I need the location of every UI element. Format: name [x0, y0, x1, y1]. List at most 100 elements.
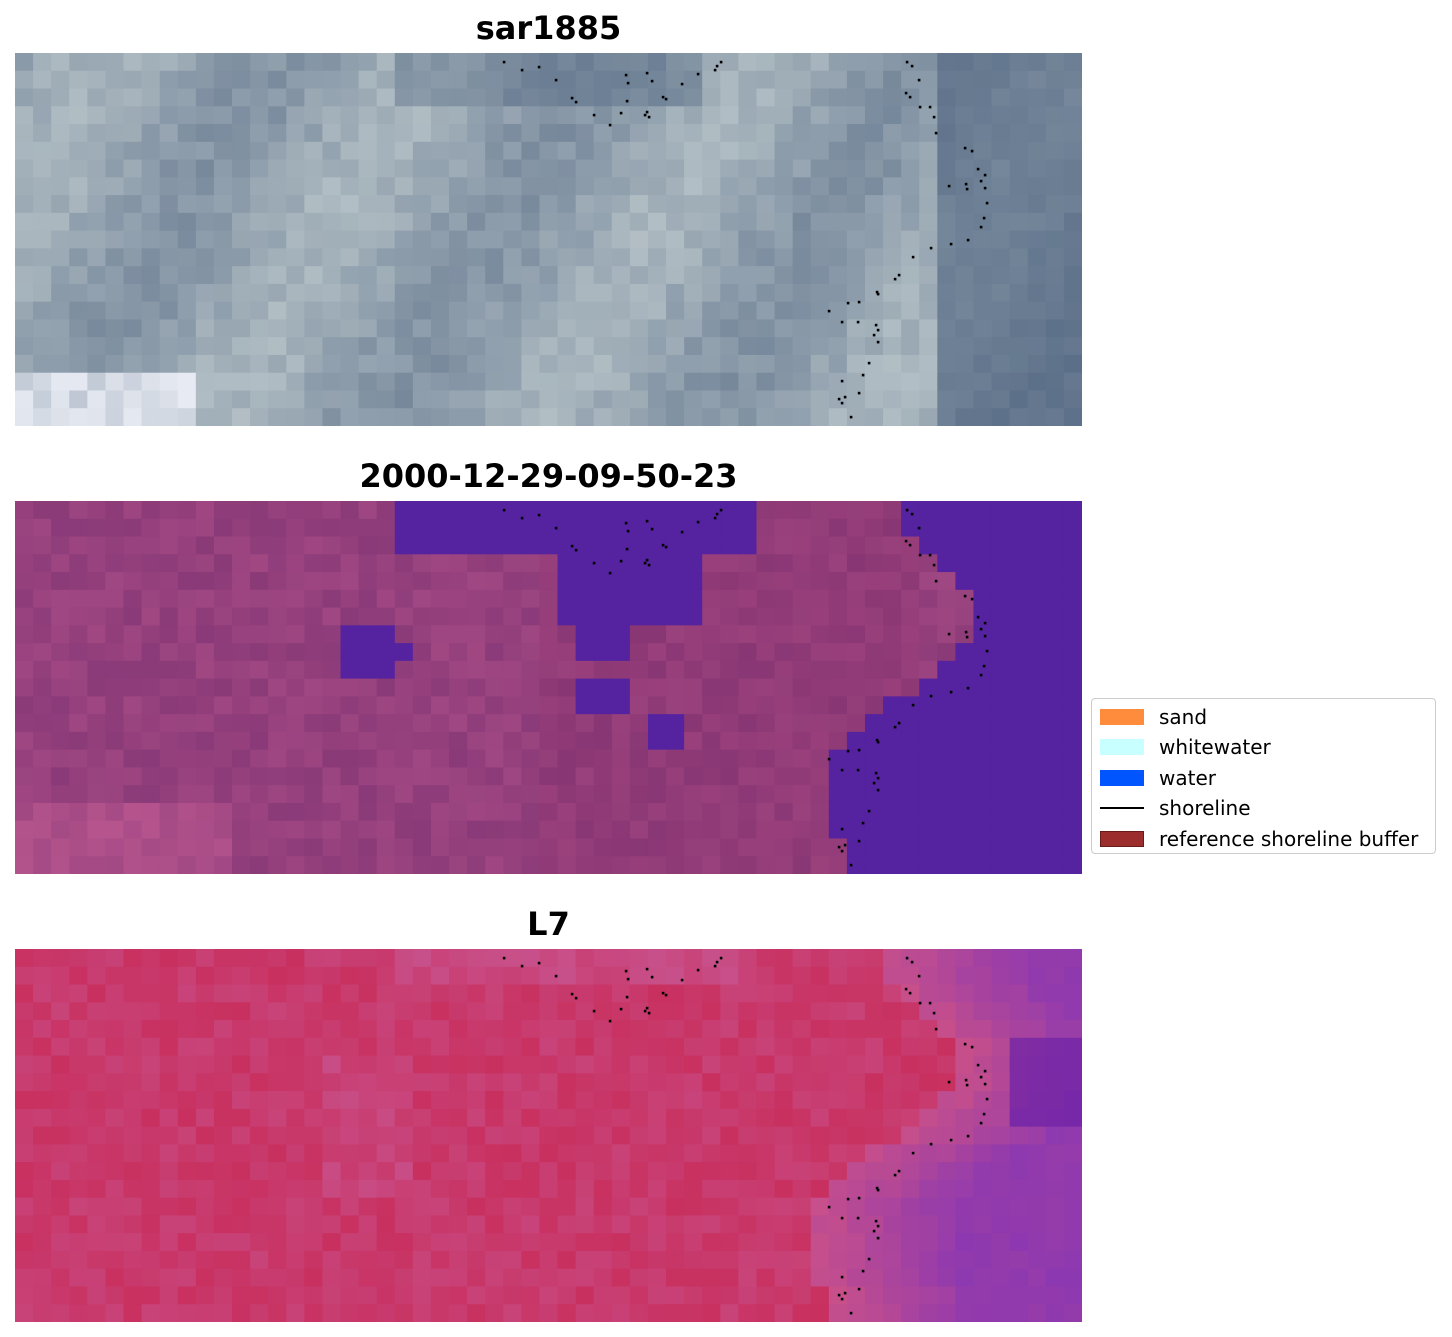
image-pixel	[1045, 1126, 1065, 1145]
image-pixel	[213, 536, 233, 555]
image-pixel	[557, 1002, 577, 1021]
image-pixel	[973, 660, 993, 680]
image-pixel	[1045, 248, 1065, 267]
image-pixel	[87, 390, 107, 409]
image-pixel	[141, 70, 161, 90]
image-pixel	[87, 696, 107, 715]
image-pixel	[828, 1020, 848, 1039]
image-pixel	[485, 266, 504, 285]
shoreline-point	[928, 553, 932, 557]
image-pixel	[286, 1304, 305, 1322]
image-pixel	[883, 1126, 902, 1145]
image-pixel	[105, 1179, 125, 1199]
image-pixel	[738, 1020, 758, 1039]
image-pixel	[412, 856, 432, 874]
shoreline-point	[696, 72, 700, 76]
image-pixel	[575, 319, 595, 338]
image-pixel	[322, 1215, 342, 1234]
image-pixel	[286, 212, 305, 232]
image-pixel	[304, 785, 324, 804]
image-pixel	[864, 1091, 884, 1110]
image-pixel	[394, 1002, 414, 1021]
image-pixel	[394, 518, 414, 538]
image-pixel	[105, 802, 125, 822]
image-pixel	[141, 1055, 161, 1074]
image-pixel	[919, 678, 938, 697]
image-pixel	[593, 802, 613, 822]
image-pixel	[828, 625, 848, 644]
image-pixel	[973, 248, 993, 267]
image-pixel	[105, 106, 125, 125]
image-pixel	[213, 589, 233, 609]
image-pixel	[485, 625, 504, 644]
image-pixel	[51, 518, 70, 538]
image-pixel	[738, 714, 758, 733]
image-pixel	[720, 714, 739, 733]
image-pixel	[87, 319, 107, 338]
image-pixel	[33, 283, 52, 303]
image-pixel	[159, 625, 179, 644]
image-pixel	[503, 53, 522, 72]
image-pixel	[394, 230, 414, 249]
image-pixel	[973, 731, 993, 751]
image-pixel	[937, 1215, 956, 1234]
image-pixel	[177, 501, 197, 520]
image-pixel	[919, 1073, 938, 1092]
shoreline-point	[949, 242, 953, 246]
image-pixel	[340, 536, 360, 555]
image-pixel	[195, 177, 215, 196]
image-pixel	[774, 572, 794, 591]
image-pixel	[1009, 248, 1029, 267]
image-pixel	[394, 177, 414, 196]
image-pixel	[376, 554, 396, 573]
image-pixel	[412, 266, 432, 285]
image-pixel	[15, 1250, 34, 1270]
image-pixel	[177, 749, 197, 769]
image-pixel	[503, 1233, 522, 1252]
image-pixel	[123, 572, 143, 591]
image-pixel	[919, 354, 938, 374]
image-pixel	[684, 266, 703, 285]
image-pixel	[449, 1286, 468, 1305]
image-pixel	[232, 1091, 251, 1110]
image-pixel	[937, 949, 956, 968]
image-pixel	[141, 1197, 161, 1217]
image-pixel	[666, 1073, 685, 1092]
image-pixel	[33, 572, 52, 591]
image-pixel	[322, 802, 342, 822]
image-pixel	[901, 159, 920, 178]
image-pixel	[15, 1304, 34, 1322]
image-pixel	[105, 159, 125, 178]
image-pixel	[467, 820, 486, 840]
image-pixel	[503, 266, 522, 285]
image-pixel	[195, 1020, 215, 1039]
image-pixel	[430, 70, 450, 90]
image-pixel	[304, 124, 324, 143]
image-pixel	[232, 625, 251, 644]
shoreline-point	[624, 73, 628, 77]
image-pixel	[720, 949, 739, 968]
image-pixel	[955, 1215, 975, 1234]
image-pixel	[557, 141, 577, 161]
image-pixel	[394, 785, 414, 804]
image-pixel	[1009, 266, 1029, 285]
image-pixel	[774, 1108, 794, 1128]
image-pixel	[286, 1286, 305, 1305]
image-pixel	[955, 266, 975, 285]
image-pixel	[503, 1162, 522, 1181]
image-pixel	[141, 354, 161, 374]
image-pixel	[883, 731, 902, 751]
image-pixel	[647, 354, 667, 374]
image-pixel	[213, 696, 233, 715]
image-pixel	[720, 283, 739, 303]
image-pixel	[955, 390, 975, 409]
image-pixel	[611, 1108, 631, 1128]
shoreline-point	[619, 111, 623, 115]
shoreline-point	[918, 553, 922, 557]
image-pixel	[394, 1037, 414, 1057]
image-pixel	[159, 856, 179, 874]
image-pixel	[250, 643, 269, 662]
legend-item-water: water	[1092, 766, 1435, 796]
image-pixel	[250, 53, 269, 72]
image-pixel	[195, 696, 215, 715]
